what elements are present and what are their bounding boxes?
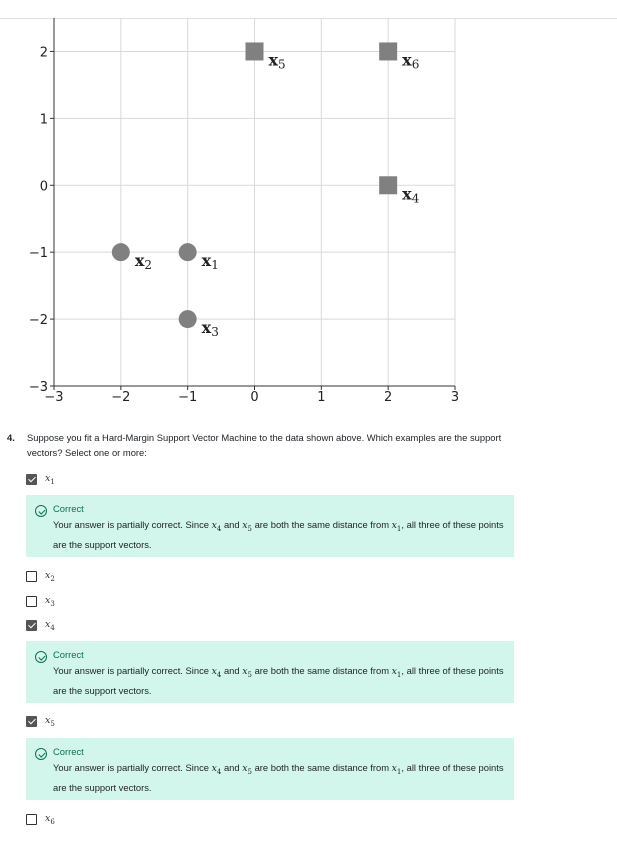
data-point-x2 bbox=[111, 243, 130, 262]
option-x3-checkbox[interactable] bbox=[26, 595, 37, 607]
x-tick-label: −3 bbox=[44, 390, 63, 405]
feedback-title: Correct bbox=[53, 746, 84, 757]
option-x2[interactable]: x2 bbox=[26, 569, 55, 583]
feedback-title: Correct bbox=[53, 503, 84, 514]
option-x6-label: x6 bbox=[45, 812, 55, 826]
point-label-x4: x4 bbox=[402, 184, 420, 205]
feedback-x1: Correct Your answer is partially correct… bbox=[26, 495, 514, 557]
option-x2-label: x2 bbox=[45, 569, 55, 583]
x-tick-label: 0 bbox=[250, 390, 258, 405]
option-x5-label: x5 bbox=[45, 714, 55, 728]
data-point-x6 bbox=[379, 42, 398, 61]
check-circle-icon bbox=[35, 748, 47, 760]
option-x4[interactable]: x4 bbox=[26, 618, 55, 632]
x-tick-label: 3 bbox=[451, 390, 459, 405]
option-x1-checkbox[interactable] bbox=[26, 473, 37, 485]
option-x6-checkbox[interactable] bbox=[26, 813, 37, 825]
option-x3[interactable]: x3 bbox=[26, 594, 55, 608]
option-x1-label: x1 bbox=[45, 472, 55, 486]
option-x6[interactable]: x6 bbox=[26, 812, 55, 826]
feedback-text: Your answer is partially correct. Since … bbox=[53, 762, 504, 793]
point-label-x1: x1 bbox=[202, 251, 219, 272]
y-tick-label: −2 bbox=[29, 313, 48, 328]
feedback-x4: Correct Your answer is partially correct… bbox=[26, 641, 514, 703]
data-point-x4 bbox=[379, 176, 398, 195]
feedback-title: Correct bbox=[53, 649, 84, 660]
option-x4-label: x4 bbox=[45, 618, 55, 632]
scatter-chart: −3 −2 −1 0 1 2 3 −3 −2 −1 0 1 2 x1 x2 x3 x4 x5 x6 bbox=[29, 18, 459, 405]
question-text: Suppose you fit a Hard-Margin Support Ve… bbox=[27, 432, 502, 458]
feedback-text: Your answer is partially correct. Since … bbox=[53, 665, 504, 696]
y-tick-label: −1 bbox=[29, 246, 48, 261]
option-x1[interactable]: x1 bbox=[26, 472, 55, 486]
check-circle-icon bbox=[35, 651, 47, 663]
data-point-x1 bbox=[178, 243, 197, 262]
data-point-x3 bbox=[178, 310, 197, 329]
point-label-x3: x3 bbox=[202, 318, 219, 339]
point-label-x5: x5 bbox=[269, 50, 286, 71]
y-tick-label: −3 bbox=[29, 380, 48, 395]
check-circle-icon bbox=[35, 505, 47, 517]
feedback-x5: Correct Your answer is partially correct… bbox=[26, 738, 514, 800]
x-tick-label: −1 bbox=[178, 390, 197, 405]
y-tick-label: 0 bbox=[40, 179, 48, 194]
data-point-x5 bbox=[245, 42, 264, 61]
y-tick-label: 2 bbox=[40, 45, 48, 60]
y-tick-label: 1 bbox=[40, 112, 48, 127]
point-label-x2: x2 bbox=[135, 251, 152, 272]
page-top-divider bbox=[0, 18, 617, 19]
option-x5[interactable]: x5 bbox=[26, 714, 55, 728]
x-tick-label: 2 bbox=[384, 390, 392, 405]
x-tick-label: 1 bbox=[317, 390, 325, 405]
option-x4-checkbox[interactable] bbox=[26, 619, 37, 631]
option-x5-checkbox[interactable] bbox=[26, 715, 37, 727]
point-label-x6: x6 bbox=[402, 50, 419, 71]
x-tick-label: −2 bbox=[111, 390, 130, 405]
option-x3-label: x3 bbox=[45, 594, 55, 608]
question-number: 4. bbox=[7, 432, 15, 443]
feedback-text: Your answer is partially correct. Since … bbox=[53, 519, 504, 550]
option-x2-checkbox[interactable] bbox=[26, 570, 37, 582]
